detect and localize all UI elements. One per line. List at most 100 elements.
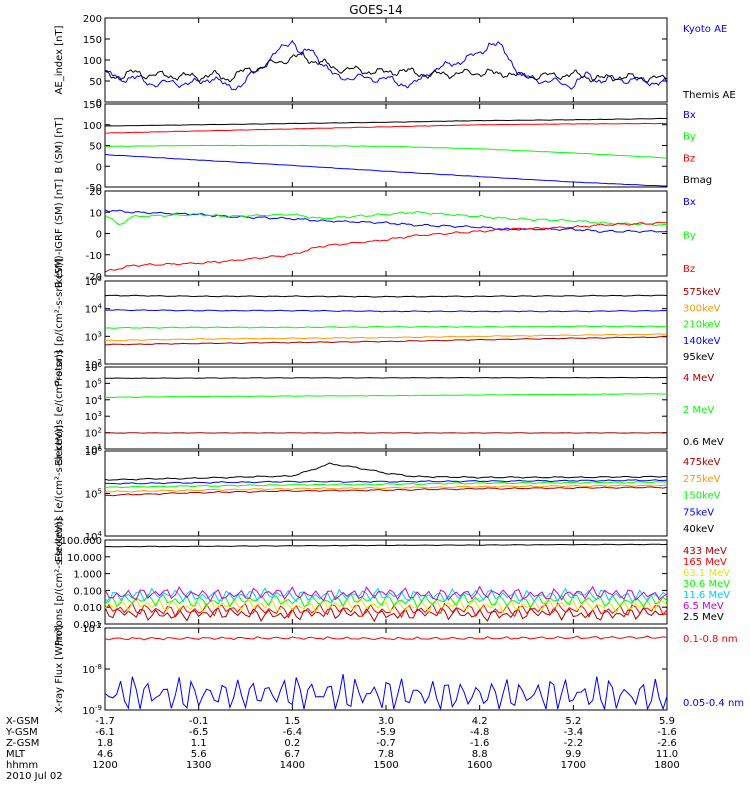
- series-line-5-3: [104, 376, 667, 379]
- legend-entry: 210keV: [683, 320, 721, 331]
- x-row-label: Y-GSM: [5, 727, 38, 738]
- series-line-4-5: [104, 294, 668, 298]
- y-axis-label: Protons [p/(cm²-s-sr-keV)]: [54, 518, 65, 646]
- x-row-value: -6.4: [283, 727, 303, 738]
- x-row-value: -1.7: [95, 716, 115, 727]
- series-line-7-3: [104, 597, 668, 614]
- y-tick-label: 0.001: [73, 620, 102, 631]
- x-row-value: 1800: [654, 760, 679, 771]
- series-line-3-3: [105, 221, 668, 272]
- legend-entry: 150keV: [683, 491, 721, 502]
- x-row-value: -6.5: [189, 727, 209, 738]
- y-tick-label: 10.000: [67, 553, 102, 564]
- panel-8: 10-710-810-9X-ray Flux [W/m²] 0.1-0.8 nm0…: [54, 622, 744, 717]
- y-tick-label: 100: [83, 56, 102, 67]
- y-axis-label: Electrons [e/(cm²-s-sr)]: [54, 350, 65, 466]
- y-axis-label: Protons [p/(cm²-s-sr-keV)]: [54, 258, 65, 386]
- series-line-4-4: [104, 309, 668, 313]
- y-tick-label: 1.000: [73, 570, 102, 581]
- panel-3: 20 10 0 -10 -20 B (SM)-IGRF (SM) [nT] Bx By Bz: [54, 179, 696, 288]
- y-axis-label: B (SM)-IGRF (SM) [nT]: [54, 179, 65, 288]
- y-tick-label: -20: [86, 272, 102, 283]
- x-row-value: 1700: [561, 760, 586, 771]
- series-line-6-4: [104, 479, 668, 485]
- y-tick-label: 100.000: [61, 536, 102, 547]
- date-label: 2010 Jul 02: [6, 771, 63, 782]
- x-row-value: 6.7: [284, 749, 300, 760]
- series-line-6-2: [104, 484, 668, 493]
- y-axis-label: X-ray Flux [W/m²]: [54, 625, 65, 713]
- legend-entry: Bx: [683, 110, 696, 121]
- y-tick-label: -10: [86, 251, 102, 262]
- figure-title: GOES-14: [349, 3, 403, 17]
- legend-entry: 75keV: [683, 507, 714, 518]
- series-line-7-5: [104, 587, 668, 603]
- x-row-label: Z-GSM: [6, 738, 39, 749]
- series-line-2-1: [104, 153, 667, 187]
- legend-entry: 275keV: [683, 474, 721, 485]
- panel-frame: [104, 627, 668, 711]
- y-tick-label: 105: [85, 275, 102, 288]
- y-tick-label: 0: [96, 162, 102, 173]
- series-line-8-1: [104, 635, 668, 641]
- legend-entry: Bmag: [683, 175, 712, 186]
- x-row-value: 1500: [373, 760, 398, 771]
- legend-entry: 475keV: [683, 457, 721, 468]
- y-tick-label: 106: [85, 445, 103, 458]
- x-row-value: -1.6: [657, 727, 677, 738]
- y-tick-label: 0: [96, 230, 102, 241]
- legend-entry: 165 MeV: [683, 557, 727, 568]
- x-row-value: -5.9: [376, 727, 396, 738]
- legend-entry: 0.6 MeV: [683, 437, 724, 448]
- panel-frame: [104, 280, 668, 365]
- y-tick-label: 104: [85, 303, 103, 316]
- legend-entry: 4 MeV: [683, 373, 714, 384]
- series-line-4-2: [104, 333, 668, 342]
- legend-entry: 433 MeV: [683, 546, 727, 557]
- legend-entry: 0.05-0.4 nm: [683, 698, 744, 709]
- legend-entry: 95keV: [683, 352, 714, 363]
- panel-7: 100.000 10.000 1.000 0.100 0.010 0.001 Protons…: [54, 518, 730, 646]
- series-line-3-2: [104, 210, 668, 227]
- y-tick-label: 150: [83, 100, 102, 111]
- legend-entry: 2.5 MeV: [683, 612, 724, 623]
- x-row-value: 9.9: [565, 749, 581, 760]
- legend-entry: 30.6 MeV: [683, 579, 730, 590]
- panel-1: 200 150 100 50 0 AE_index [nT] Kyoto AE Themis …: [54, 14, 736, 109]
- x-row-label: MLT: [6, 749, 26, 760]
- x-row-value: 1.5: [284, 716, 300, 727]
- x-row-value: 5.6: [191, 749, 207, 760]
- y-tick-label: 106: [85, 361, 103, 374]
- x-row-label: X-GSM: [6, 716, 39, 727]
- series-line-2-4: [104, 117, 667, 127]
- x-row-value: -0.1: [189, 716, 209, 727]
- series-line-6-1: [104, 486, 668, 497]
- series-line-7-1: [104, 606, 668, 623]
- legend-entry: By: [683, 132, 696, 143]
- panel-frame: [104, 366, 668, 450]
- legend-entry: 40keV: [683, 524, 714, 535]
- legend-entry: 63.1 MeV: [683, 568, 730, 579]
- series-line-4-3: [104, 325, 668, 329]
- series-line-1-2: [104, 51, 668, 83]
- series-line-7-6: [104, 585, 668, 603]
- series-line-6-3: [104, 481, 668, 489]
- legend-entry: 140keV: [683, 336, 721, 347]
- y-tick-label: 0: [96, 98, 102, 109]
- x-row-value: 11.0: [656, 749, 678, 760]
- series-line-4-1: [104, 336, 668, 346]
- x-row-value: 0.2: [284, 738, 300, 749]
- legend-entry: 0.1-0.8 nm: [683, 634, 738, 645]
- y-tick-label: 150: [83, 35, 102, 46]
- legend-entry: Bx: [683, 197, 696, 208]
- x-row-value: -4.8: [470, 727, 490, 738]
- x-row-value: 1600: [467, 760, 492, 771]
- x-row-value: -2.2: [564, 738, 584, 749]
- y-tick-label: 10-7: [82, 622, 102, 635]
- x-row-value: 5.9: [659, 716, 675, 727]
- legend-entry: Bz: [683, 264, 695, 275]
- y-tick-label: 0.100: [73, 586, 102, 597]
